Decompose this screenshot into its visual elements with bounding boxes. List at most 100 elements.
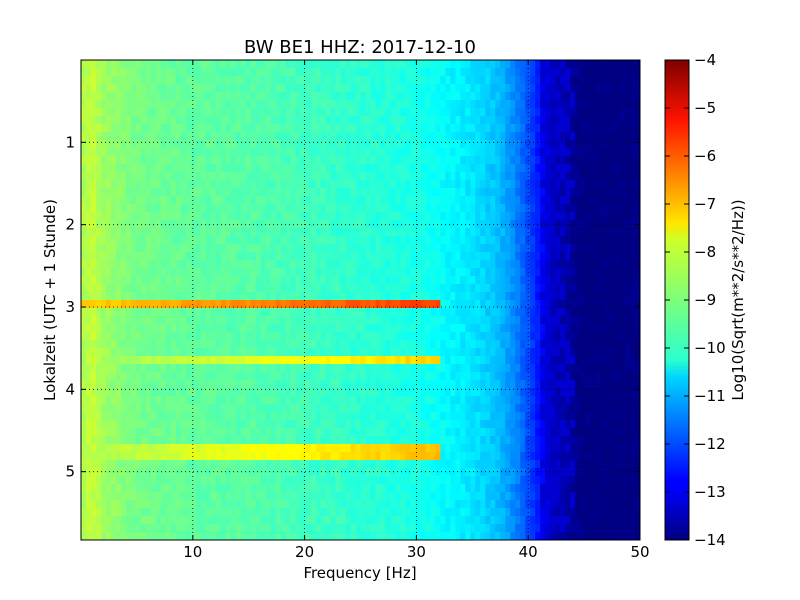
- heatmap-cell: [85, 404, 92, 413]
- heatmap-cell: [470, 268, 476, 277]
- heatmap-cell: [255, 164, 262, 173]
- heatmap-cell: [340, 412, 347, 421]
- heatmap-cell: [400, 468, 407, 477]
- heatmap-cell: [110, 60, 117, 69]
- heatmap-cell: [100, 292, 107, 301]
- heatmap-cell: [180, 524, 187, 533]
- heatmap-cell: [430, 404, 436, 413]
- heatmap-cell: [365, 244, 372, 253]
- heatmap-cell: [335, 492, 342, 501]
- heatmap-cell: [405, 100, 412, 109]
- heatmap-cell: [170, 68, 177, 77]
- heatmap-cell: [85, 332, 92, 341]
- heatmap-cell: [235, 252, 242, 261]
- heatmap-cell: [315, 108, 322, 117]
- heatmap-cell: [200, 180, 207, 189]
- heatmap-cell: [360, 220, 367, 229]
- heatmap-cell: [350, 212, 357, 221]
- heatmap-cell: [375, 364, 382, 373]
- heatmap-cell: [125, 428, 132, 437]
- heatmap-cell: [140, 164, 147, 173]
- heatmap-cell: [125, 60, 132, 69]
- heatmap-cell: [430, 332, 436, 341]
- heatmap-cell: [140, 444, 147, 453]
- heatmap-cell: [345, 148, 352, 157]
- heatmap-cell: [455, 508, 461, 517]
- heatmap-cell: [340, 460, 347, 469]
- heatmap-cell: [175, 476, 182, 485]
- heatmap-cell: [155, 476, 162, 485]
- heatmap-cell: [490, 468, 496, 477]
- heatmap-cell: [140, 476, 147, 485]
- heatmap-cell: [290, 340, 297, 349]
- heatmap-cell: [345, 252, 352, 261]
- heatmap-cell: [140, 252, 147, 261]
- heatmap-cell: [115, 476, 122, 485]
- heatmap-cell: [275, 468, 282, 477]
- heatmap-cell: [245, 292, 252, 301]
- heatmap-cell: [215, 148, 222, 157]
- heatmap-cell: [345, 476, 352, 485]
- heatmap-cell: [365, 276, 372, 285]
- heatmap-cell: [265, 252, 272, 261]
- heatmap-cell: [315, 180, 322, 189]
- heatmap-cell: [285, 428, 292, 437]
- heatmap-cell: [415, 68, 421, 77]
- heatmap-cell: [115, 60, 122, 69]
- heatmap-cell: [170, 444, 177, 453]
- heatmap-cell: [395, 244, 402, 253]
- heatmap-cell: [435, 116, 441, 125]
- heatmap-cell: [190, 308, 197, 317]
- heatmap-cell: [365, 220, 372, 229]
- heatmap-cell: [350, 452, 357, 461]
- heatmap-cell: [205, 236, 212, 245]
- heatmap-cell: [460, 108, 466, 117]
- heatmap-cell: [470, 188, 476, 197]
- heatmap-cell: [225, 444, 232, 453]
- heatmap-cell: [135, 396, 142, 405]
- heatmap-cell: [380, 300, 387, 309]
- heatmap-cell: [140, 180, 147, 189]
- heatmap-cell: [435, 444, 441, 453]
- heatmap-cell: [410, 236, 416, 245]
- heatmap-cell: [475, 492, 481, 501]
- heatmap-cell: [460, 500, 466, 509]
- heatmap-cell: [475, 340, 481, 349]
- heatmap-cell: [315, 236, 322, 245]
- heatmap-cell: [255, 188, 262, 197]
- heatmap-cell: [470, 204, 476, 213]
- heatmap-cell: [315, 516, 322, 525]
- heatmap-cell: [400, 396, 407, 405]
- heatmap-cell: [415, 180, 421, 189]
- heatmap-cell: [260, 252, 267, 261]
- heatmap-cell: [470, 228, 476, 237]
- heatmap-cell: [190, 300, 197, 309]
- heatmap-cell: [430, 356, 436, 365]
- heatmap-cell: [165, 140, 172, 149]
- heatmap-cell: [255, 132, 262, 141]
- heatmap-cell: [300, 276, 307, 285]
- heatmap-cell: [285, 372, 292, 381]
- heatmap-cell: [130, 468, 137, 477]
- heatmap-cell: [345, 508, 352, 517]
- heatmap-cell: [130, 180, 137, 189]
- heatmap-cell: [155, 524, 162, 533]
- heatmap-cell: [235, 476, 242, 485]
- heatmap-cell: [225, 420, 232, 429]
- heatmap-cell: [245, 476, 252, 485]
- heatmap-cell: [225, 180, 232, 189]
- heatmap-cell: [290, 140, 297, 149]
- heatmap-cell: [120, 180, 127, 189]
- heatmap-cell: [170, 372, 177, 381]
- heatmap-cell: [330, 436, 337, 445]
- heatmap-cell: [195, 532, 202, 540]
- heatmap-cell: [345, 396, 352, 405]
- heatmap-cell: [130, 492, 137, 501]
- heatmap-cell: [330, 332, 337, 341]
- heatmap-cell: [280, 372, 287, 381]
- heatmap-cell: [150, 156, 157, 165]
- heatmap-cell: [470, 132, 476, 141]
- heatmap-cell: [220, 532, 227, 540]
- heatmap-cell: [410, 404, 416, 413]
- heatmap-cell: [285, 188, 292, 197]
